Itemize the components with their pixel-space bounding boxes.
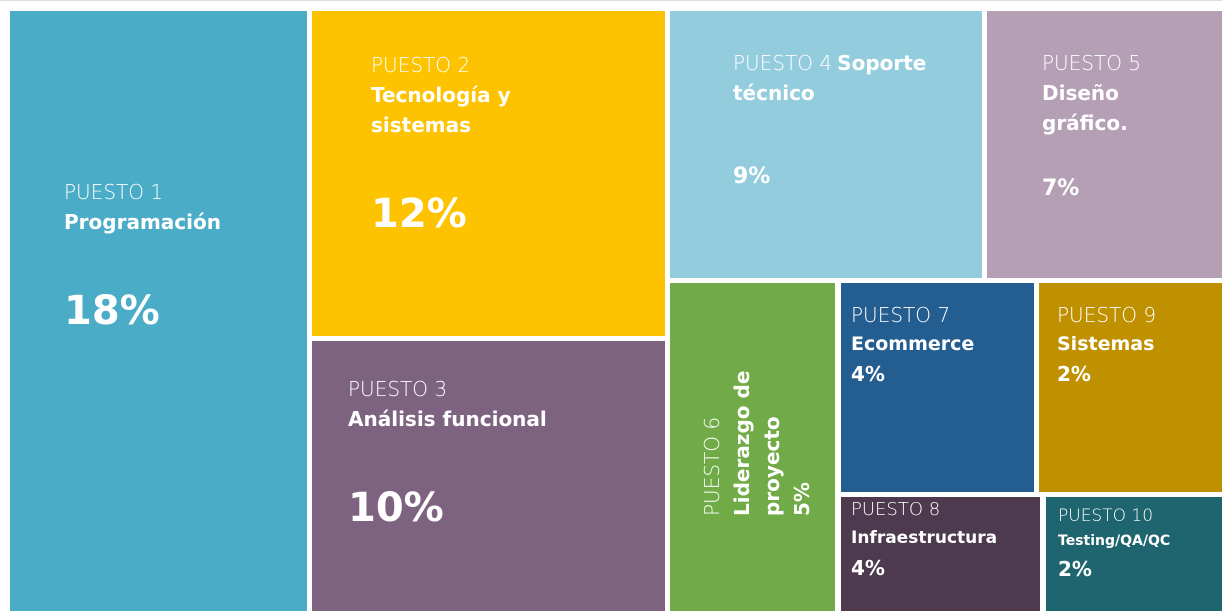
tile-label: PUESTO 4 Soporte técnico 9% [733, 48, 983, 193]
tile [312, 11, 665, 336]
category-name: Liderazgo de proyecto [730, 370, 784, 516]
category-name: Tecnología y sistemas [371, 83, 511, 137]
category-name: Diseño gráfico. [1042, 81, 1128, 135]
value-label: 10% [348, 485, 444, 531]
tile [841, 497, 1040, 611]
tile [987, 11, 1222, 278]
value-label: 7% [1042, 176, 1080, 201]
category-name: Análisis funcional [348, 407, 547, 431]
rank: PUESTO 3 [348, 377, 448, 401]
tile-label: PUESTO 10 Testing/QA/QC 2% [1058, 503, 1222, 585]
value-label: 2% [1058, 556, 1092, 581]
tile [1039, 283, 1222, 492]
tile-label: PUESTO 2 Tecnología y sistemas 12% [371, 50, 571, 244]
category-name: Ecommerce [851, 333, 975, 355]
value-label: 4% [851, 555, 885, 580]
tile [670, 283, 835, 611]
tile-label: PUESTO 7 Ecommerce 4% [851, 300, 1031, 389]
value-label: 4% [851, 361, 885, 386]
rank: PUESTO 7 [851, 303, 951, 327]
rank: PUESTO 5 [1042, 51, 1142, 75]
tile-label: PUESTO 1 Programación 18% [64, 177, 294, 341]
category-name: Programación [64, 210, 221, 234]
value-label: 9% [733, 164, 771, 189]
rank: PUESTO 10 [1058, 506, 1154, 526]
value-label: 18% [64, 288, 160, 334]
tile-label: PUESTO 9 Sistemas 2% [1057, 300, 1222, 389]
category-name: Soporte técnico [733, 51, 927, 105]
rank: PUESTO 1 [64, 180, 164, 204]
rank: PUESTO 6 [700, 416, 724, 516]
tile-label: PUESTO 5 Diseño gráfico. 7% [1042, 48, 1192, 205]
value-label: 2% [1057, 361, 1091, 386]
tile-label: PUESTO 6 Liderazgo de proyecto 5% [697, 276, 817, 516]
value-label: 5% [790, 482, 814, 516]
tile [841, 283, 1034, 492]
rank: PUESTO 2 [371, 53, 471, 77]
category-name: Infraestructura [851, 527, 998, 548]
tile [10, 11, 307, 611]
tile [670, 11, 982, 278]
tile-label: PUESTO 3 Análisis funcional 10% [348, 374, 628, 538]
category-name: Sistemas [1057, 333, 1155, 355]
rank: PUESTO 9 [1057, 303, 1157, 327]
tile [312, 341, 665, 611]
value-label: 12% [371, 191, 467, 237]
tile [1046, 497, 1222, 611]
rank: PUESTO 8 [851, 499, 941, 520]
tile-label: PUESTO 8 Infraestructura 4% [851, 496, 1041, 584]
category-name: Testing/QA/QC [1058, 533, 1171, 550]
rank: PUESTO 4 [733, 51, 833, 75]
